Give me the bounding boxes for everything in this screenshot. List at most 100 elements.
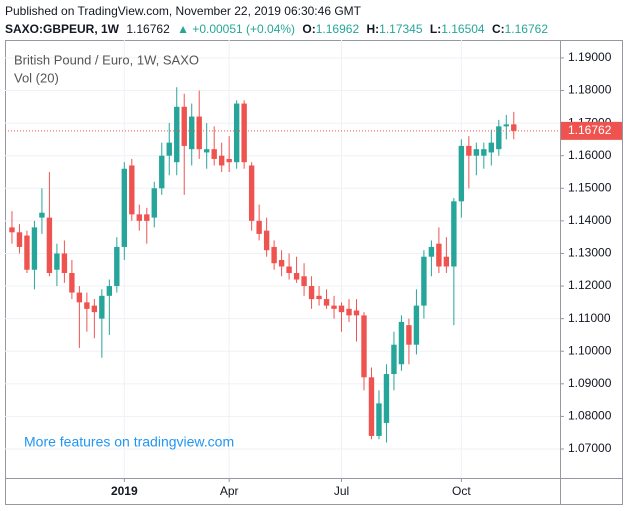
last-price-tag <box>561 121 622 140</box>
candle-body <box>278 259 285 267</box>
y-tick-label: 1.18000 <box>568 83 612 97</box>
y-tick-label: 1.15000 <box>568 180 612 194</box>
watermark[interactable]: More features on tradingview.com <box>24 434 234 450</box>
candle-body <box>114 246 120 287</box>
candle-body <box>293 273 300 280</box>
candle-body <box>368 377 375 436</box>
l-label: L: <box>430 22 441 36</box>
candle-body <box>398 321 405 365</box>
candle-body <box>189 116 195 150</box>
candle-body <box>376 403 382 436</box>
y-tick-label: 1.07000 <box>568 441 612 455</box>
candle-body <box>511 124 517 131</box>
candle-body <box>226 158 232 163</box>
candle-body <box>69 273 75 293</box>
candle-body <box>31 227 38 270</box>
candle-body <box>84 302 90 309</box>
candle-body <box>136 214 142 221</box>
o-label: O: <box>302 22 315 36</box>
chart-frame <box>5 40 623 505</box>
candle-body <box>316 295 322 300</box>
candle-body <box>301 276 307 287</box>
x-tick-label: Apr <box>220 484 239 498</box>
candle-body <box>353 310 360 316</box>
y-tick-label: 1.10000 <box>568 343 612 357</box>
candle-body <box>421 256 427 306</box>
candle-body <box>391 344 397 375</box>
candle-body <box>503 124 509 127</box>
candle-body <box>159 155 165 189</box>
candle-body <box>481 149 487 156</box>
last-price: 1.16762 <box>126 22 170 36</box>
candle-body <box>218 155 225 166</box>
candle-body <box>428 246 435 257</box>
candle-body <box>443 256 450 267</box>
candle-body <box>46 217 53 274</box>
published-line: Published on TradingView.com, November 2… <box>5 4 362 18</box>
legend-title: British Pound / Euro, 1W, SAXO <box>14 52 199 67</box>
y-tick-label: 1.09000 <box>568 376 612 390</box>
y-tick-label: 1.14000 <box>568 213 612 227</box>
candle-body <box>211 149 217 159</box>
candle-body <box>121 168 128 247</box>
y-tick-label: 1.13000 <box>568 246 612 260</box>
symbol-line: SAXO:GBPEUR, 1W 1.16762 ▲ +0.00051 (+0.0… <box>5 22 548 36</box>
y-tick-label: 1.08000 <box>568 409 612 423</box>
candle-body <box>466 145 472 156</box>
x-tick-label: Oct <box>452 484 471 498</box>
candle-body <box>24 235 30 270</box>
o-value: 1.16962 <box>316 22 360 36</box>
candle-body <box>361 315 367 378</box>
candle-body <box>106 286 113 296</box>
candle-body <box>256 220 262 234</box>
y-tick-label: 1.11000 <box>568 311 611 325</box>
candle-body <box>263 230 270 251</box>
candle-body <box>331 305 337 309</box>
candle-body <box>61 253 68 274</box>
candle-body <box>413 305 420 345</box>
candle-body <box>271 246 277 264</box>
c-value: 1.16762 <box>505 22 549 36</box>
candle-body <box>196 116 202 150</box>
candle-body <box>54 253 60 270</box>
candle-body <box>473 149 480 156</box>
candle-body <box>181 106 187 146</box>
candle-body <box>436 243 442 267</box>
candle-body <box>9 227 15 233</box>
candle-body <box>166 142 172 156</box>
candle-body <box>99 295 105 319</box>
candle-body <box>406 325 412 345</box>
candle-body <box>488 142 495 153</box>
symbol: SAXO:GBPEUR, 1W <box>5 22 120 36</box>
indicator-label: Vol (20) <box>14 70 59 85</box>
candle-body <box>383 374 390 423</box>
candle-body <box>458 145 465 202</box>
candle-body <box>233 103 240 163</box>
candle-body <box>323 299 330 306</box>
last-price-tag-label: 1.16762 <box>568 123 612 137</box>
candle-body <box>39 212 45 218</box>
y-tick-label: 1.16000 <box>568 148 612 162</box>
candle-body <box>248 165 255 221</box>
candle-body <box>496 126 502 150</box>
candle-body <box>129 165 135 215</box>
candle-body <box>76 292 83 303</box>
y-tick-label: 1.19000 <box>568 50 612 64</box>
h-value: 1.17345 <box>379 22 423 36</box>
candle-body <box>151 188 157 218</box>
y-tick-label: 1.12000 <box>568 278 612 292</box>
x-tick-label: 2019 <box>111 484 138 498</box>
candle-body <box>346 308 352 316</box>
l-value: 1.16504 <box>441 22 485 36</box>
c-label: C: <box>492 22 505 36</box>
candle-body <box>338 305 345 313</box>
candle-body <box>174 106 180 163</box>
candle-body <box>241 103 247 163</box>
candle-body <box>16 232 23 247</box>
h-label: H: <box>366 22 379 36</box>
candle-body <box>308 286 315 300</box>
x-tick-label: Jul <box>334 484 349 498</box>
change: ▲ +0.00051 (+0.04%) <box>177 22 295 36</box>
candle-body <box>204 149 210 153</box>
